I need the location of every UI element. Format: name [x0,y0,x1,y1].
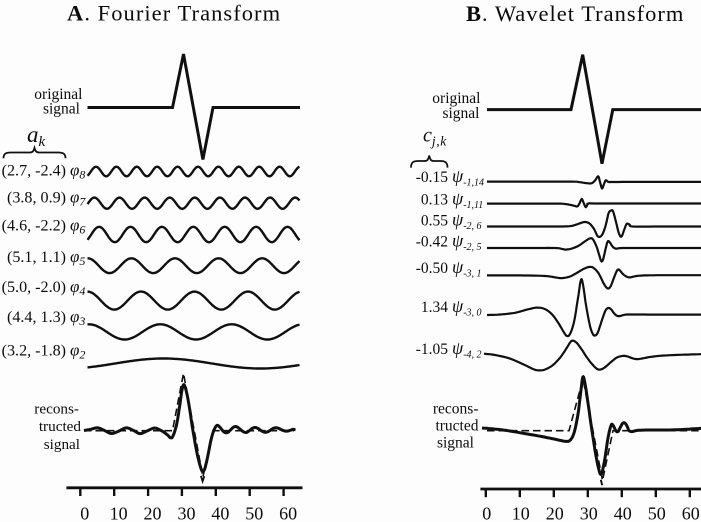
svg-text:20: 20 [144,504,162,522]
svg-text:ψ-4, 2: ψ-4, 2 [452,338,482,361]
svg-text:(3.8, 0.9): (3.8, 0.9) [7,189,66,206]
svg-text:-0.50: -0.50 [416,260,449,277]
svg-text:signal: signal [44,436,80,453]
svg-text:tructed: tructed [435,418,478,435]
svg-text:-0.42: -0.42 [416,234,448,251]
svg-text:A. Fourier Transform: A. Fourier Transform [67,1,281,26]
svg-text:original: original [34,86,82,103]
svg-text:ψ-1,11: ψ-1,11 [452,188,483,211]
svg-text:(5.0, -2.0): (5.0, -2.0) [2,279,66,296]
svg-text:40: 40 [211,504,229,522]
svg-text:signal: signal [43,101,80,118]
svg-text:φ6: φ6 [70,215,85,236]
svg-text:-0.15: -0.15 [416,169,449,186]
svg-text:60: 60 [279,504,297,522]
svg-text:40: 40 [614,504,632,522]
svg-text:(2.7, -2.4): (2.7, -2.4) [2,163,66,180]
svg-text:0.13: 0.13 [421,191,448,208]
svg-text:signal: signal [442,105,479,122]
svg-text:φ5: φ5 [70,247,85,268]
svg-text:30: 30 [177,504,195,522]
svg-text:φ8: φ8 [70,161,85,182]
svg-text:φ2: φ2 [70,340,85,361]
svg-text:30: 30 [580,504,598,522]
svg-text:-1.05: -1.05 [416,341,449,358]
svg-text:(4.6, -2.2): (4.6, -2.2) [2,217,66,234]
svg-text:50: 50 [245,504,263,522]
svg-text:φ7: φ7 [70,187,86,208]
svg-text:φ4: φ4 [70,277,85,298]
svg-text:ψ-3, 1: ψ-3, 1 [452,257,482,280]
svg-text:(3.2, -1.8): (3.2, -1.8) [2,342,66,359]
svg-text:0: 0 [80,504,89,522]
svg-text:0: 0 [482,504,491,522]
svg-text:recons-: recons- [433,401,479,418]
svg-text:1.34: 1.34 [421,299,448,316]
svg-text:ψ-1,14: ψ-1,14 [452,166,484,189]
svg-text:ψ-2, 5: ψ-2, 5 [452,231,482,254]
svg-text:10: 10 [110,504,128,522]
svg-text:recons-: recons- [34,400,79,417]
svg-text:φ3: φ3 [70,307,85,328]
svg-text:(4.4, 1.3): (4.4, 1.3) [7,309,66,326]
svg-text:ψ-3, 0: ψ-3, 0 [452,296,482,319]
svg-text:ak: ak [27,122,46,150]
svg-text:cj,k: cj,k [423,125,447,149]
svg-text:20: 20 [546,504,564,522]
svg-text:ψ-2, 6: ψ-2, 6 [452,209,482,232]
svg-text:original: original [432,90,480,107]
svg-text:10: 10 [512,504,530,522]
svg-text:0.55: 0.55 [421,212,448,229]
svg-text:signal: signal [437,435,474,452]
svg-text:50: 50 [648,504,666,522]
svg-text:B. Wavelet Transform: B. Wavelet Transform [466,1,684,26]
svg-text:60: 60 [682,504,700,522]
svg-text:(5.1, 1.1): (5.1, 1.1) [7,249,66,266]
svg-text:tructed: tructed [39,418,82,435]
